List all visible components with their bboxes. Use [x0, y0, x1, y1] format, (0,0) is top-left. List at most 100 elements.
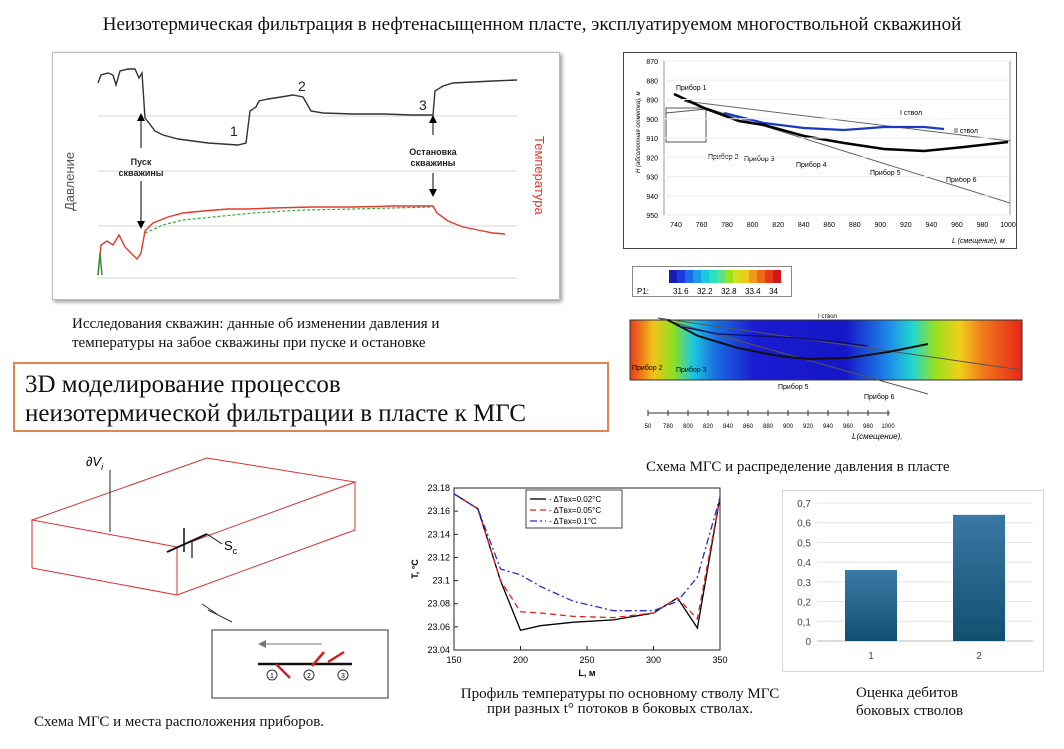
legend-label: P1: [637, 287, 649, 296]
x-tick-label: 740 [670, 222, 682, 229]
zoom-pointer [207, 609, 233, 623]
map-branch-label: I ствол [818, 314, 837, 320]
trajectory-panel: I ствол II ствол Прибор 1 Прибор 2 Прибо… [623, 52, 1017, 249]
profile-caption: Профиль температуры по основному стволу … [460, 686, 780, 717]
well-test-chart: Пуск скважины Остановка скважины 1 2 3 Д… [62, 68, 547, 279]
legend-swatch [741, 270, 749, 283]
legend-swatch [669, 270, 677, 283]
scheme-pressure-caption: Схема МГС и распределение давления в пла… [646, 459, 950, 475]
legend-swatch [717, 270, 725, 283]
start-arrow-down-head [137, 221, 145, 229]
start-label-line2: скважины [119, 168, 164, 178]
map-x-axis-label: L(смещение), [852, 432, 903, 441]
y-tick-label: 0,7 [797, 499, 811, 510]
marker-2: 2 [298, 78, 306, 94]
legend-tick: 34 [769, 287, 778, 296]
y-tick-label: 940 [646, 194, 658, 201]
pressure-map-panel: I ствол Прибор 2 Прибор 3 Прибор 5 Прибо… [628, 312, 1028, 447]
x-tick-label: 880 [849, 222, 861, 229]
rates-caption: Оценка дебитов боковых стволов [856, 685, 964, 719]
x-tick-label: 1000 [1000, 222, 1016, 229]
stop-arrow-down-head [429, 189, 437, 197]
device-marker-1-label: 1 [270, 673, 274, 680]
y-axis-label: T, °C [410, 559, 420, 579]
inset-side-bore [327, 650, 345, 664]
map-x-tick-label: 880 [763, 424, 774, 430]
pressure-legend: P1: 31.6 32.2 32.8 33.4 34 [632, 266, 792, 297]
box-edge [31, 567, 178, 596]
x-tick-label: 900 [874, 222, 886, 229]
boundary-line-upper [683, 100, 1011, 142]
map-branch-side [677, 325, 869, 347]
map-x-tick-label: 960 [843, 424, 854, 430]
stop-arrow-up-head [429, 115, 437, 123]
source-pointer [206, 533, 223, 545]
y-tick-label: 0,1 [797, 617, 811, 628]
y-tick-label: 930 [646, 175, 658, 182]
well-test-panel: Пуск скважины Остановка скважины 1 2 3 Д… [52, 52, 560, 300]
map-x-tick-label: 840 [723, 424, 734, 430]
well-line [166, 533, 208, 553]
y-tick-label: 23.1 [432, 576, 450, 586]
x-tick-label: 840 [798, 222, 810, 229]
box-edge [176, 529, 356, 596]
map-x-tick-label: 1000 [881, 424, 895, 430]
temperature-profile-chart: 23.04 23.06 23.08 23.1 23.12 23.14 23.16 23.18 1… [410, 483, 728, 678]
scheme-devices-caption: Схема МГС и места расположения приборов. [34, 714, 325, 730]
y-tick-label: 23.04 [427, 645, 450, 655]
x-tick-label: 780 [721, 222, 733, 229]
x-axis-label: L, м [578, 668, 595, 678]
stop-label-line2: скважины [411, 158, 456, 168]
ylabel-left: Давление [62, 152, 77, 211]
box3d-diagram: ∂Vi Sc 1 2 3 [30, 454, 389, 699]
map-x-tick-label: 900 [783, 424, 794, 430]
y-tick-label: 23.14 [427, 529, 450, 539]
y-tick-label: 0,3 [797, 578, 811, 589]
legend-swatch [677, 270, 685, 283]
branch-1-label: I ствол [900, 110, 922, 117]
box-top [30, 457, 357, 548]
y-tick-label: 870 [646, 59, 658, 66]
legend-swatch [765, 270, 773, 283]
well-test-caption: Исследования скважин: данные об изменени… [72, 316, 440, 351]
map-device-6: Прибор 6 [864, 393, 895, 401]
x-tick-label: 2 [976, 651, 982, 662]
marker-1: 1 [230, 123, 238, 139]
y-tick-label: 0,5 [797, 538, 811, 549]
modeling-banner: 3D моделирование процессов неизотермичес… [13, 362, 609, 432]
trajectory-chart: I ствол II ствол Прибор 1 Прибор 2 Прибо… [636, 59, 1016, 245]
legend-swatch [773, 270, 781, 283]
legend-swatch [701, 270, 709, 283]
temperature-curve-start [97, 252, 103, 276]
y-tick-label: 0,2 [797, 598, 811, 609]
pressure-curve [97, 68, 518, 146]
y-tick-label: 23.08 [427, 599, 450, 609]
branch-2-label: II ствол [954, 128, 978, 135]
branch-1-path [723, 111, 945, 132]
series-line-3 [453, 493, 721, 612]
source-label: Sc [224, 538, 238, 556]
rates-bar-chart: 0 0,1 0,2 0,3 0,4 0,5 0,6 0,7 1 2 [797, 499, 1033, 662]
y-tick-label: 0,6 [797, 519, 811, 530]
pressure-legend-svg: P1: 31.6 32.2 32.8 33.4 34 [637, 270, 781, 296]
x-tick-label: 1 [868, 651, 874, 662]
map-x-tick-label: 920 [803, 424, 814, 430]
y-tick-label: 0 [805, 637, 811, 648]
device-marker-3 [337, 669, 349, 681]
device-marker-1 [266, 669, 278, 681]
legend-entry-3: - ΔTвх=0.1°C [549, 517, 597, 526]
x-tick-label: 300 [646, 655, 661, 665]
legend-swatch [709, 270, 717, 283]
x-tick-label: 800 [747, 222, 759, 229]
boundary-label: ∂Vi [86, 454, 104, 472]
page-title: Неизотермическая фильтрация в нефтенасыщ… [102, 14, 962, 35]
map-device-3: Прибор 3 [676, 366, 707, 374]
legend-entry-1: - ΔTвх=0.02°C [549, 495, 601, 504]
x-tick-label: 820 [772, 222, 784, 229]
x-tick-label: 250 [579, 655, 594, 665]
y-tick-label: 23.16 [427, 506, 450, 516]
y-tick-label: 950 [646, 213, 658, 220]
legend-swatch [757, 270, 765, 283]
boundary-line-lower [683, 100, 1011, 204]
x-tick-label: 860 [823, 222, 835, 229]
